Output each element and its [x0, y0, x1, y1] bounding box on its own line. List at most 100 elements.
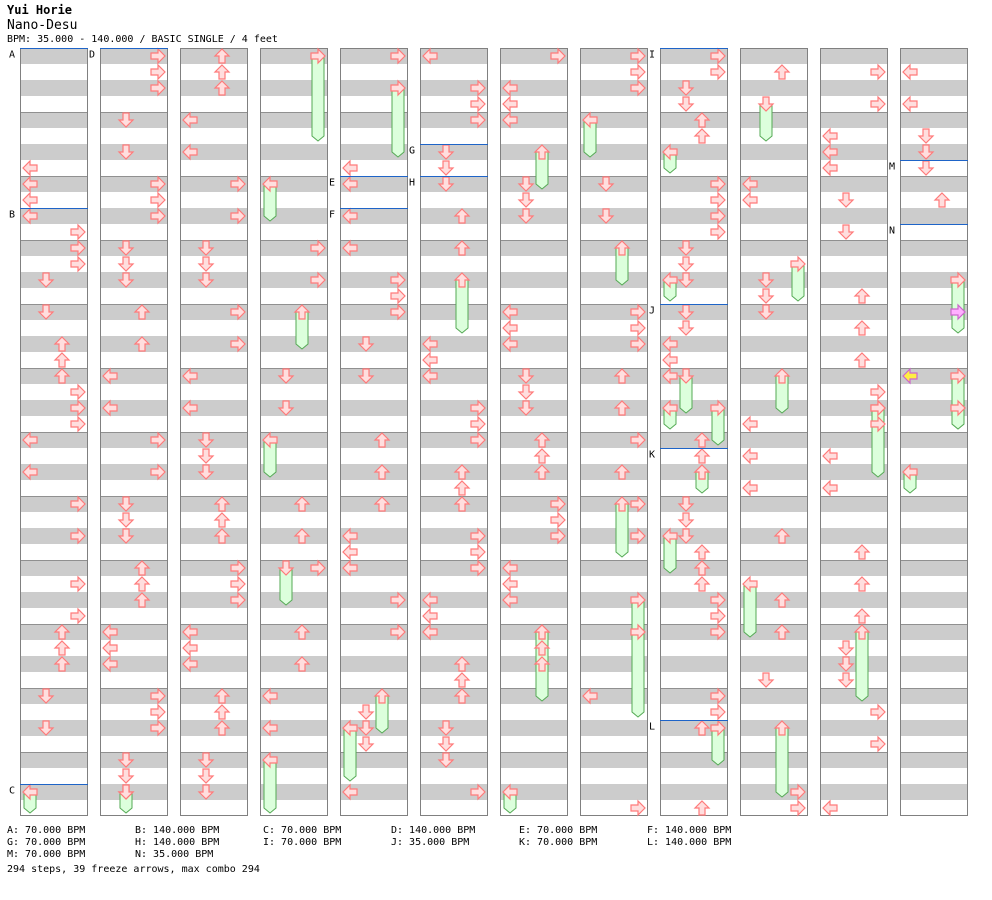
step-arrow-up	[853, 608, 871, 624]
beat-band	[580, 560, 648, 576]
beat-band	[660, 688, 728, 704]
freeze-head-arrow	[710, 719, 726, 737]
freeze-arrow	[311, 55, 325, 142]
step-arrow-down	[117, 784, 135, 800]
step-arrow-right	[470, 95, 486, 113]
beat-band	[580, 656, 648, 672]
step-arrow-right	[790, 783, 806, 801]
step-arrow-right	[70, 527, 86, 545]
beat-band	[340, 592, 408, 608]
beat-band	[580, 144, 648, 160]
step-arrow-left	[102, 623, 118, 641]
freeze-head-arrow	[117, 784, 135, 800]
beat-band	[500, 560, 568, 576]
beat-band	[100, 176, 168, 192]
step-arrow-left	[342, 207, 358, 225]
beat-band	[100, 48, 168, 64]
step-arrow-right	[470, 111, 486, 129]
beat-band	[420, 336, 488, 352]
step-arrow-left	[502, 575, 518, 593]
beat-band	[820, 592, 888, 608]
beat-band	[340, 464, 408, 480]
step-arrow-right	[870, 399, 886, 417]
step-arrow-up	[213, 704, 231, 720]
step-arrow-left	[422, 607, 438, 625]
step-arrow-up	[373, 432, 391, 448]
beat-band	[420, 432, 488, 448]
beat-band	[900, 560, 968, 576]
beat-band	[340, 80, 408, 96]
step-arrow-down	[197, 448, 215, 464]
beat-band	[740, 336, 808, 352]
column-background	[340, 48, 408, 816]
step-arrow-left	[582, 687, 598, 705]
beat-band	[900, 432, 968, 448]
step-arrow-down	[277, 400, 295, 416]
step-arrow-right	[70, 223, 86, 241]
beat-band	[260, 592, 328, 608]
step-arrow-right	[710, 703, 726, 721]
beat-band	[180, 336, 248, 352]
beat-band	[20, 688, 88, 704]
step-arrow-left	[902, 63, 918, 81]
step-arrow-down	[437, 720, 455, 736]
beat-band	[260, 784, 328, 800]
freeze-head-arrow	[613, 240, 631, 256]
beat-band	[740, 272, 808, 288]
beat-band	[420, 112, 488, 128]
beat-band	[820, 80, 888, 96]
beat-band	[100, 272, 168, 288]
step-arrow-up	[693, 432, 711, 448]
beat-band	[820, 688, 888, 704]
column-border	[260, 48, 328, 816]
freeze-arrow	[663, 279, 677, 302]
step-arrow-right	[230, 559, 246, 577]
column-border	[180, 48, 248, 816]
freeze-arrow	[663, 407, 677, 430]
step-arrow-down	[917, 160, 935, 176]
freeze-arrow	[263, 439, 277, 478]
bpm-marker-label: J	[649, 306, 655, 317]
freeze-head-arrow	[950, 271, 966, 289]
beat-band	[660, 592, 728, 608]
beat-band	[260, 144, 328, 160]
freeze-head-arrow	[533, 624, 551, 640]
freeze-head-arrow	[613, 496, 631, 512]
beat-band	[180, 48, 248, 64]
special-arrow	[950, 303, 966, 321]
beat-band	[340, 368, 408, 384]
legend-row: A: 70.000 BPM B: 140.000 BPM C: 70.000 B…	[7, 825, 775, 837]
freeze-arrow	[391, 87, 405, 158]
legend-item: K: 70.000 BPM	[519, 837, 598, 848]
step-arrow-left	[22, 191, 38, 209]
beat-band	[340, 688, 408, 704]
beat-band	[420, 720, 488, 736]
beat-band	[660, 400, 728, 416]
step-arrow-down	[677, 496, 695, 512]
step-arrow-up	[453, 464, 471, 480]
step-arrow-right	[150, 79, 166, 97]
step-arrow-right	[150, 191, 166, 209]
beat-band	[100, 464, 168, 480]
step-arrow-right	[150, 719, 166, 737]
beat-band	[340, 112, 408, 128]
beat-band	[100, 560, 168, 576]
step-arrow-right	[150, 463, 166, 481]
step-arrow-up	[533, 640, 551, 656]
step-arrow-left	[342, 239, 358, 257]
beat-band	[180, 528, 248, 544]
freeze-head-arrow	[453, 272, 471, 288]
beat-band	[580, 112, 648, 128]
bpm-marker-label: D	[89, 50, 95, 61]
beat-band	[420, 496, 488, 512]
beat-band	[340, 560, 408, 576]
beat-band	[900, 688, 968, 704]
beat-band	[580, 784, 648, 800]
beat-band	[740, 688, 808, 704]
step-arrow-down	[117, 512, 135, 528]
step-arrow-up	[533, 464, 551, 480]
beat-band	[20, 272, 88, 288]
beat-band	[180, 464, 248, 480]
beat-band	[100, 528, 168, 544]
step-arrow-right	[470, 527, 486, 545]
